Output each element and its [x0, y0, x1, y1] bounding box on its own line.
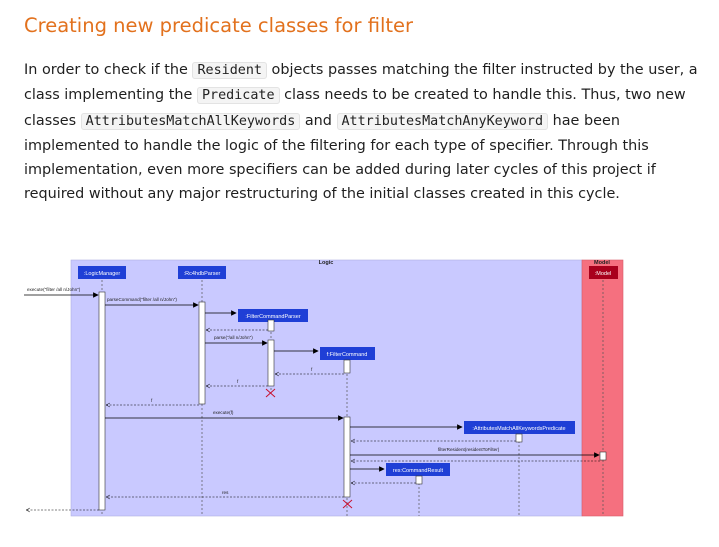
model-frame: [581, 259, 624, 517]
section-paragraph: In order to check if the Resident object…: [24, 58, 708, 207]
paragraph-text: hae been implemented to handle the logic…: [24, 112, 656, 203]
participant-parser-label: :Rc4hdbParser: [184, 271, 221, 277]
inline-code-predicate: Predicate: [196, 87, 280, 105]
message-return-f-1-label: f: [311, 367, 313, 372]
participant-logic-manager-label: :LogicManager: [84, 271, 121, 277]
destroy-filter-parser: [265, 388, 276, 398]
sequence-diagram: Logic Model :LogicManager :Rc4hdbParser …: [24, 259, 624, 517]
participant-command-result: [386, 463, 450, 476]
inline-code-resident: Resident: [192, 62, 267, 79]
message-return-res-label: res: [222, 490, 229, 495]
model-frame-label: Model: [594, 260, 610, 266]
participant-predicate: [464, 421, 575, 434]
message-execute-call-label: execute("filter /all n/John"): [27, 287, 81, 292]
participant-model-label: :Model: [595, 271, 612, 277]
participant-model: [589, 266, 618, 279]
paragraph-text: In order to check if the: [24, 62, 193, 78]
participant-predicate-label: :AttributesMatchAllKeywordsPredicate: [472, 426, 565, 432]
activation-bars: [98, 291, 607, 511]
logic-frame: [70, 259, 583, 517]
message-execute-model-label: execute(f): [213, 410, 234, 415]
participant-parser: [178, 266, 226, 279]
inline-code-all-keywords: AttributesMatchAllKeywords: [80, 112, 301, 130]
paragraph-text: and: [300, 112, 337, 129]
participant-filter-parser: [238, 309, 308, 322]
message-parse-label: parse("/all n/John"): [214, 335, 253, 340]
participant-filter-command: [320, 347, 375, 360]
paragraph-text: objects passes matching the filter instr…: [24, 62, 698, 104]
message-parse-command-label: parseCommand("filter /all n/John"): [107, 297, 177, 302]
message-filter-resident-label: filterResident(residentToFilter): [438, 447, 500, 452]
destroy-filter-command: [342, 499, 353, 509]
participant-command-result-label: res:CommandResult: [393, 468, 444, 474]
logic-frame-label: Logic: [319, 260, 334, 266]
inline-code-any-keyword: AttributesMatchAnyKeyword: [336, 112, 549, 130]
participant-filter-parser-label: :FilterCommandParser: [245, 314, 300, 320]
message-return-f-3-label: f: [151, 398, 153, 403]
participant-logic-manager: [78, 266, 126, 279]
participant-filter-command-label: f:FilterCommand: [327, 352, 368, 358]
section-heading: Creating new predicate classes for filte…: [24, 14, 414, 37]
paragraph-text: class needs to be created to handle this…: [24, 87, 686, 129]
message-return-f-2-label: f: [237, 379, 239, 384]
